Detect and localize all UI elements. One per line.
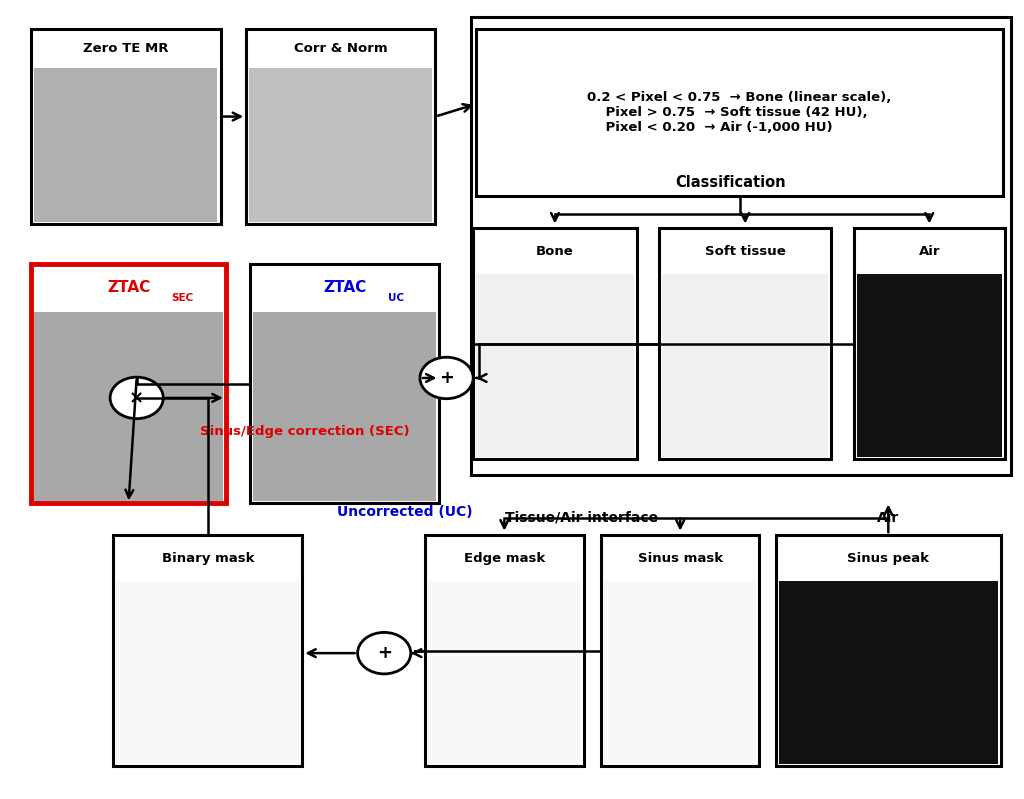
Text: SEC: SEC (171, 293, 194, 303)
Bar (854, 228, 1005, 459)
Bar (476, 29, 1002, 196)
Text: Sinus peak: Sinus peak (847, 552, 930, 565)
Bar (601, 535, 760, 766)
Text: Zero TE MR: Zero TE MR (83, 42, 169, 54)
Bar (428, 582, 581, 764)
Text: Binary mask: Binary mask (162, 552, 254, 565)
Bar (425, 535, 584, 766)
Text: Tissue/Air interface: Tissue/Air interface (505, 511, 658, 525)
Bar (114, 535, 302, 766)
Bar (663, 274, 828, 457)
Bar (857, 274, 1001, 457)
Text: Bone: Bone (537, 244, 573, 257)
Text: Classification: Classification (676, 175, 786, 189)
Bar (476, 274, 634, 457)
Bar (604, 582, 757, 764)
Text: Air: Air (878, 511, 899, 525)
Bar (249, 68, 432, 221)
Text: 0.2 < Pixel < 0.75  → Bone (linear scale),
    Pixel > 0.75  → Soft tissue (42 H: 0.2 < Pixel < 0.75 → Bone (linear scale)… (588, 91, 892, 134)
Text: UC: UC (388, 293, 403, 303)
Bar (35, 68, 217, 221)
Bar (471, 17, 1011, 475)
Bar (246, 29, 435, 224)
Bar (253, 312, 436, 501)
Text: +: + (377, 644, 391, 662)
Text: Sinus/Edge correction (SEC): Sinus/Edge correction (SEC) (200, 425, 410, 438)
Bar (779, 582, 997, 764)
Circle shape (111, 377, 163, 419)
Bar (659, 228, 831, 459)
Bar (35, 312, 222, 501)
Text: Corr & Norm: Corr & Norm (294, 42, 387, 54)
Bar (776, 535, 1000, 766)
Text: ZTAC: ZTAC (106, 280, 151, 296)
Bar (473, 228, 637, 459)
Text: ×: × (129, 389, 144, 407)
Text: Sinus mask: Sinus mask (638, 552, 723, 565)
Bar (32, 264, 225, 503)
Bar (117, 582, 299, 764)
Text: ZTAC: ZTAC (324, 280, 367, 296)
Text: Soft tissue: Soft tissue (705, 244, 785, 257)
Circle shape (420, 357, 473, 399)
Text: Edge mask: Edge mask (464, 552, 545, 565)
Bar (250, 264, 439, 503)
Text: Air: Air (919, 244, 940, 257)
Text: Uncorrected (UC): Uncorrected (UC) (337, 505, 472, 519)
Circle shape (357, 632, 411, 674)
Bar (32, 29, 220, 224)
Text: +: + (439, 369, 454, 387)
